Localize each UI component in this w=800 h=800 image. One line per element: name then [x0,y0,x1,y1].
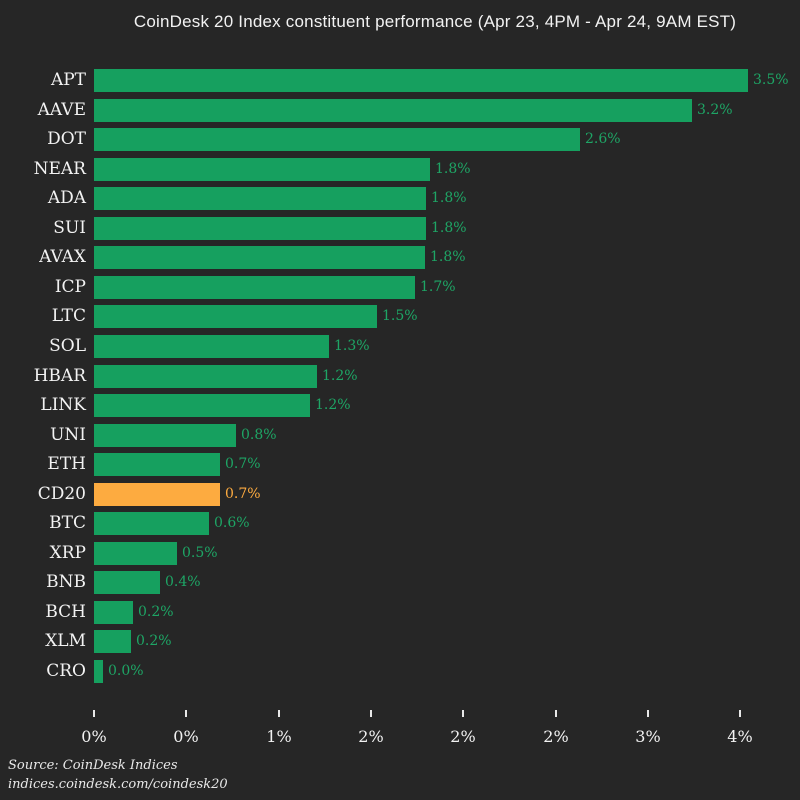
bar-uni [94,424,236,447]
category-label-ada: ADA [47,188,86,208]
bar-cd20 [94,483,220,506]
category-label-eth: ETH [47,454,86,474]
category-label-uni: UNI [50,425,86,445]
value-label-near: 1.8% [435,161,471,177]
bar-apt [94,69,748,92]
x-tick-label-4: 2% [450,727,476,746]
bar-hbar [94,365,317,388]
value-label-sol: 1.3% [334,338,370,354]
x-tick-mark-5 [555,710,557,717]
value-label-cro: 0.0% [108,663,144,679]
bar-near [94,158,430,181]
category-label-sui: SUI [53,218,86,238]
category-label-hbar: HBAR [33,366,86,386]
source-line-1: Source: CoinDesk Indices [8,758,178,773]
category-label-link: LINK [40,395,86,415]
value-label-xlm: 0.2% [136,633,172,649]
category-label-btc: BTC [49,513,86,533]
x-tick-label-0: 0% [81,727,107,746]
category-label-bch: BCH [45,602,86,622]
value-label-avax: 1.8% [430,249,466,265]
value-label-eth: 0.7% [225,456,261,472]
category-label-aave: AAVE [37,100,86,120]
x-tick-mark-2 [278,710,280,717]
bar-bnb [94,571,160,594]
value-label-ada: 1.8% [431,190,467,206]
value-label-hbar: 1.2% [322,368,358,384]
bar-aave [94,99,692,122]
value-label-sui: 1.8% [431,220,467,236]
value-label-aave: 3.2% [697,102,733,118]
source-note: Source: CoinDesk Indices indices.coindes… [8,756,228,794]
x-tick-label-6: 3% [635,727,661,746]
value-label-cd20: 0.7% [225,486,261,502]
bar-ada [94,187,426,210]
bar-bch [94,601,133,624]
bar-eth [94,453,220,476]
category-label-avax: AVAX [39,247,86,267]
category-label-near: NEAR [33,159,86,179]
value-label-uni: 0.8% [241,427,277,443]
category-label-cd20: CD20 [37,484,86,504]
value-label-icp: 1.7% [420,279,456,295]
x-tick-mark-0 [93,710,95,717]
bar-dot [94,128,580,151]
bar-btc [94,512,209,535]
value-label-bch: 0.2% [138,604,174,620]
chart-title: CoinDesk 20 Index constituent performanc… [133,12,737,31]
x-tick-mark-7 [739,710,741,717]
x-tick-label-2: 1% [266,727,292,746]
value-label-link: 1.2% [315,397,351,413]
category-label-cro: CRO [46,661,86,681]
bar-icp [94,276,415,299]
x-tick-mark-1 [185,710,187,717]
source-line-2: indices.coindesk.com/coindesk20 [8,777,228,792]
value-label-ltc: 1.5% [382,308,418,324]
category-label-bnb: BNB [46,572,86,592]
bar-cro [94,660,103,683]
value-label-apt: 3.5% [753,72,789,88]
category-label-sol: SOL [49,336,86,356]
bar-xrp [94,542,177,565]
value-label-btc: 0.6% [214,515,250,531]
category-label-dot: DOT [47,129,86,149]
x-tick-mark-6 [647,710,649,717]
bar-ltc [94,305,377,328]
category-label-ltc: LTC [51,306,86,326]
x-tick-mark-4 [462,710,464,717]
bar-link [94,394,310,417]
bar-xlm [94,630,131,653]
x-tick-mark-3 [370,710,372,717]
category-label-apt: APT [50,70,86,90]
value-label-xrp: 0.5% [182,545,218,561]
x-tick-label-7: 4% [727,727,753,746]
value-label-dot: 2.6% [585,131,621,147]
bar-avax [94,246,425,269]
category-label-icp: ICP [54,277,86,297]
x-tick-label-5: 2% [543,727,569,746]
category-label-xrp: XRP [49,543,86,563]
bar-sui [94,217,426,240]
category-label-xlm: XLM [45,631,86,651]
x-tick-label-1: 0% [173,727,199,746]
value-label-bnb: 0.4% [165,574,201,590]
bar-sol [94,335,329,358]
x-tick-label-3: 2% [358,727,384,746]
